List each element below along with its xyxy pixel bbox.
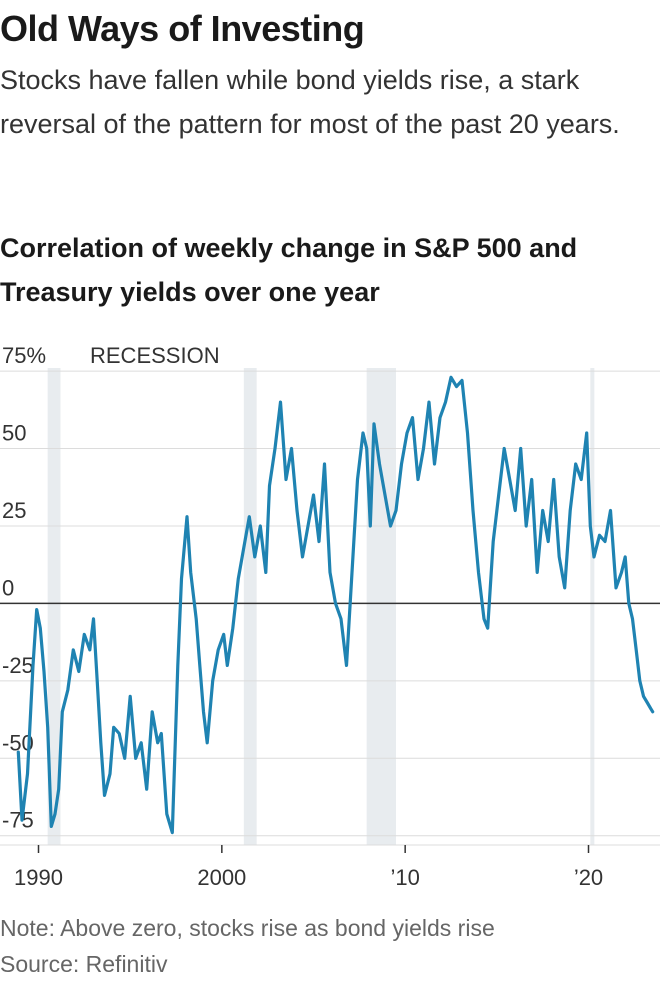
x-tick-label: 2000 [197,865,246,890]
y-tick-label: 0 [2,575,14,600]
chart-title-main: Old Ways of Investing [0,8,365,49]
y-tick-label: -75 [2,808,34,833]
note-text: Note: Above zero, stocks rise as bond yi… [0,915,495,941]
x-axis-ticks: 1990 2000 ’10 ’20 [14,845,603,890]
chart-footnotes: Note: Above zero, stocks rise as bond yi… [0,910,495,982]
x-tick-label: ’10 [390,865,419,890]
y-tick-label: 50 [2,421,26,446]
recession-bands [47,368,595,845]
x-tick-label: ’20 [574,865,603,890]
y-tick-label: 75% [2,343,46,368]
source-text: Source: Refinitiv [0,951,168,977]
series-line-correlation [16,375,655,835]
series-layer [16,375,655,835]
chart-heading: Correlation of weekly change in S&P 500 … [0,233,578,307]
recession-band-3 [366,368,396,845]
y-tick-label: 25 [2,498,26,523]
recession-legend-label: RECESSION [90,343,220,368]
y-tick-label: -25 [2,653,34,678]
recession-band-4 [590,368,595,845]
chart-subtitle: Stocks have fallen while bond yields ris… [0,65,620,139]
x-tick-label: 1990 [14,865,63,890]
recession-band-2 [243,368,257,845]
recession-band-1 [47,368,61,845]
